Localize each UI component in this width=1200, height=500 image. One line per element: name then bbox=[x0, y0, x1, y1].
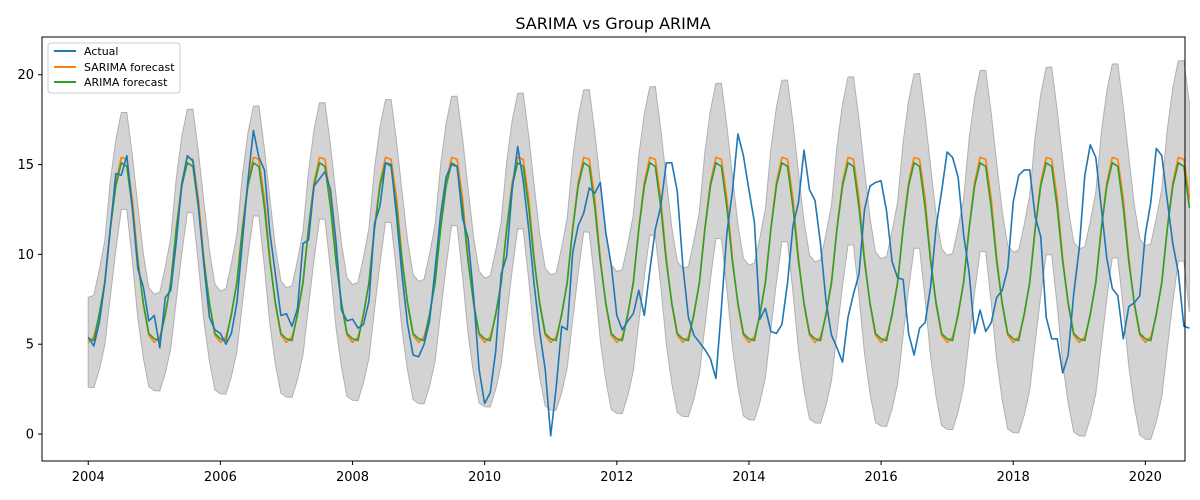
y-tick-label: 5 bbox=[26, 338, 34, 353]
legend-label-sarima: SARIMA forecast bbox=[84, 61, 175, 74]
x-tick-label: 2016 bbox=[865, 470, 898, 485]
y-tick-label: 15 bbox=[17, 158, 34, 173]
y-axis: 0 5 10 15 20 bbox=[17, 68, 42, 443]
legend-box bbox=[47, 42, 181, 94]
x-axis: 2004 2006 2008 2010 2012 2014 2016 2018 2020 bbox=[72, 461, 1162, 485]
x-tick-label: 2020 bbox=[1129, 470, 1162, 485]
axes-frame bbox=[41, 36, 1186, 462]
series-line-actual bbox=[87, 129, 1190, 437]
x-tick-label: 2004 bbox=[72, 470, 105, 485]
x-tick-label: 2014 bbox=[732, 470, 765, 485]
series-line-arima bbox=[87, 162, 1191, 342]
chart-title: SARIMA vs Group ARIMA bbox=[515, 14, 710, 33]
y-tick-label: 0 bbox=[26, 428, 34, 443]
x-tick-label: 2006 bbox=[204, 470, 237, 485]
forecast-interval-band bbox=[87, 60, 1190, 440]
x-tick-label: 2018 bbox=[997, 470, 1030, 485]
y-tick-label: 20 bbox=[17, 68, 34, 83]
x-tick-label: 2010 bbox=[468, 470, 501, 485]
legend-label-actual: Actual bbox=[84, 45, 118, 58]
plot-area bbox=[87, 60, 1191, 440]
x-tick-label: 2008 bbox=[336, 470, 369, 485]
x-tick-label: 2012 bbox=[600, 470, 633, 485]
legend: Actual SARIMA forecast ARIMA forecast bbox=[47, 42, 181, 94]
y-tick-label: 10 bbox=[17, 248, 34, 263]
legend-label-arima: ARIMA forecast bbox=[84, 76, 168, 89]
